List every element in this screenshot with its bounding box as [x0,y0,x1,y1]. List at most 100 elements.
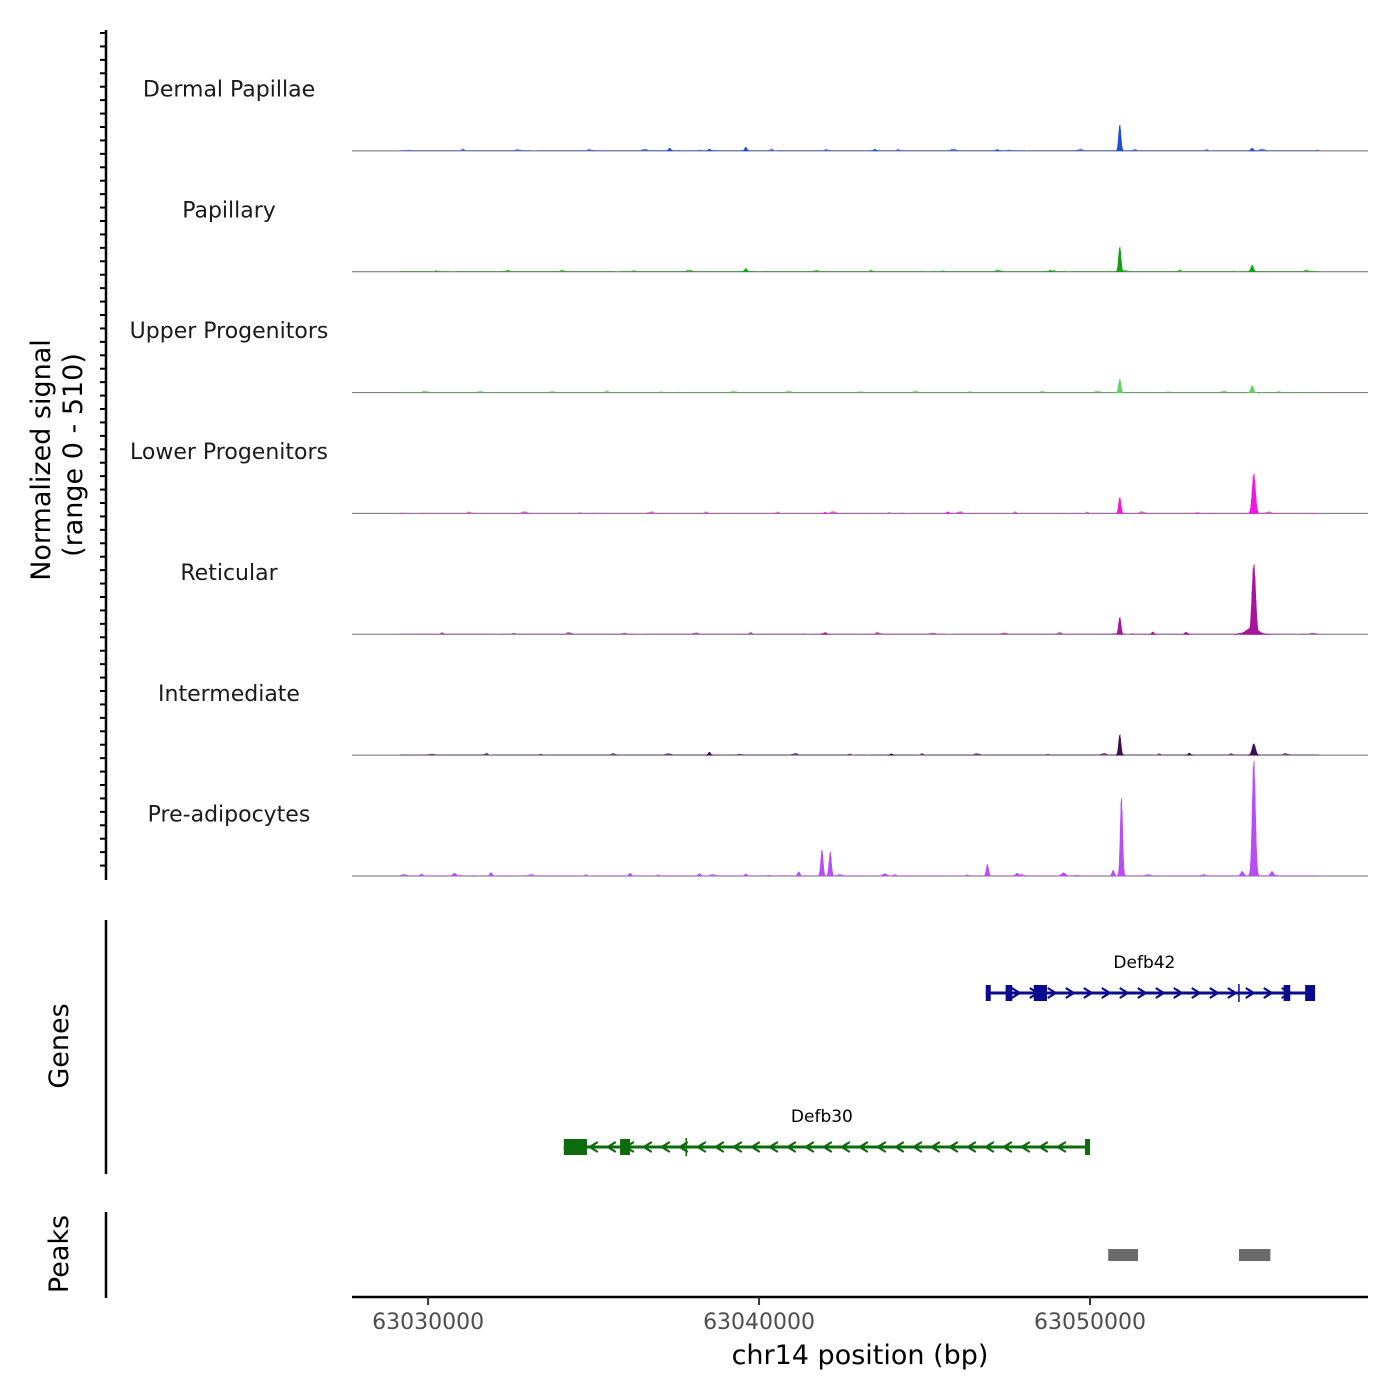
exon [563,1139,587,1155]
coverage-track [352,378,1368,394]
x-axis-title: chr14 position (bp) [732,1340,989,1371]
strand-arrow [605,1141,617,1153]
signal-peak [1115,124,1125,152]
signal-noise [400,511,1320,514]
strand-arrow [857,1141,869,1153]
signal-peak [1247,147,1257,152]
signal-peak [1233,627,1271,635]
strand-arrow [713,1141,725,1153]
x-tick-label: 63050000 [1034,1310,1146,1335]
signal-peak [794,871,804,877]
coverage-track [352,564,1368,635]
strand-arrow [1209,987,1220,999]
strand-arrow [1101,987,1112,999]
signal-peak [1148,631,1158,635]
strand-arrow [1173,987,1184,999]
signal-peak [1248,760,1260,877]
strand-arrow [749,1141,761,1153]
coverage-y-axis-title-line2: (range 0 - 510) [58,353,89,557]
signal-peak [741,146,751,152]
genes-y-axis-title: Genes [44,1003,75,1088]
strand-arrow [983,1141,995,1153]
track-label: Lower Progenitors [130,440,328,465]
signal-peak [705,148,714,152]
track-label: Reticular [180,561,278,586]
signal-peak [625,872,635,877]
strand-arrow [947,1141,959,1153]
gene-track: Defb42 Defb30 [563,953,1316,1156]
coverage-track [352,124,1368,152]
signal-peak [1011,872,1023,877]
exon [1283,985,1291,1001]
strand-arrow [695,1141,707,1153]
strand-arrow [821,1141,833,1153]
signal-noise [400,269,1320,272]
strand-arrow [785,1141,797,1153]
signal-peak [820,511,830,514]
signal-peak [1056,872,1071,877]
peak-region [1238,1249,1271,1261]
signal-peak [1115,733,1125,756]
strand-arrow [1083,987,1094,999]
signal-peak [1184,752,1194,756]
coverage-tracks [352,124,1368,877]
signal-peak [993,149,1002,152]
strand-arrow [587,1141,599,1153]
signal-peak [1115,496,1125,514]
signal-noise [400,631,1320,635]
x-tick-label: 63030000 [372,1310,484,1335]
strand-arrow [1065,987,1076,999]
strand-arrow [641,1141,653,1153]
exon [1085,1139,1091,1155]
gene-label: Defb42 [1113,953,1175,973]
strand-arrow [1047,987,1058,999]
exon [1005,985,1013,1001]
exon [1305,985,1316,1001]
signal-peak [741,873,751,877]
exon [1033,985,1047,1001]
gene-model: Defb42 [985,953,1316,1002]
signal-peak [1181,631,1191,635]
signal-noise [400,390,1320,393]
signal-peak [1247,385,1257,393]
signal-peak [877,873,892,877]
signal-peak [820,632,830,635]
strand-arrow [1155,987,1166,999]
peak-region [1108,1249,1138,1261]
coverage-track [352,246,1368,273]
strand-arrow [1055,1141,1067,1153]
track-label: Pre-adipocytes [148,803,311,828]
strand-arrow [659,1141,671,1153]
peaks-y-axis-title: Peaks [44,1215,75,1293]
coverage-track [352,473,1368,514]
signal-peak [825,851,835,877]
track-label: Intermediate [158,682,300,707]
track-label: Papillary [182,198,276,223]
strand-arrow [1263,987,1274,999]
signal-peak [1236,871,1248,877]
strand-arrow [911,1141,923,1153]
track-labels: Dermal Papillae Papillary Upper Progenitor… [130,77,329,827]
coverage-y-axis-title-line1: Normalized signal [26,339,57,581]
signal-peak [1247,564,1261,635]
signal-peak [416,873,427,877]
strand-arrow [875,1141,887,1153]
signal-peak [1247,743,1260,756]
signal-noise [400,148,1320,151]
strand-arrow [893,1141,905,1153]
signal-peak [1247,473,1260,514]
axes: 63030000 63040000 63050000 [100,30,1368,1335]
signal-peak [817,849,827,877]
strand-arrow [767,1141,779,1153]
signal-peak [1115,378,1125,393]
gene-model: Defb30 [563,1107,1091,1156]
signal-peak [1266,871,1278,877]
peaks-track [1108,1249,1271,1261]
coverage-track [352,733,1368,756]
strand-arrow [803,1141,815,1153]
strand-arrow [1001,1141,1013,1153]
signal-peak [705,751,714,756]
strand-arrow [839,1141,851,1153]
strand-arrow [1019,1141,1031,1153]
